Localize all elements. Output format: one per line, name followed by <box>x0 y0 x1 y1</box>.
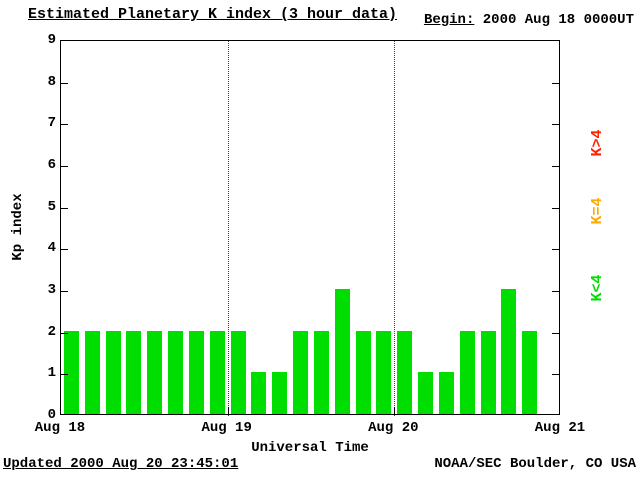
y-tick-label: 0 <box>47 407 56 423</box>
kp-bar <box>126 330 142 414</box>
kp-bar <box>209 330 225 414</box>
y-tick-label: 3 <box>47 282 56 298</box>
kp-bar <box>168 330 184 414</box>
y-tick-label: 2 <box>47 323 56 340</box>
kp-bar <box>147 330 163 414</box>
kp-bar <box>188 330 204 414</box>
y-tick <box>552 207 559 209</box>
chart-title: Estimated Planetary K index (3 hour data… <box>28 6 398 23</box>
x-tick-label: Aug 19 <box>201 420 252 436</box>
x-axis-title: Universal Time <box>251 440 369 456</box>
y-tick-label: 9 <box>47 32 56 48</box>
x-tick-label: Aug 20 <box>368 420 419 436</box>
x-tick <box>227 407 229 414</box>
y-tick <box>61 82 68 84</box>
plot-area <box>60 40 560 416</box>
legend-k-above-4: K>4 <box>589 129 606 157</box>
y-tick <box>61 249 68 251</box>
day-separator-line <box>394 41 396 416</box>
y-tick <box>552 82 559 84</box>
begin-prefix: Begin: <box>423 12 475 28</box>
kp-bar <box>63 330 79 414</box>
y-tick-label: 8 <box>47 73 56 90</box>
x-tick-label: Aug 18 <box>34 420 86 436</box>
y-tick <box>552 332 559 334</box>
updated-timestamp: Updated 2000 Aug 20 23:45:01 <box>3 456 239 472</box>
y-tick-label: 6 <box>47 157 56 173</box>
kp-bar <box>313 330 329 414</box>
day-separator-line <box>227 41 229 416</box>
kp-bar <box>522 330 538 414</box>
begin-value: 2000 Aug 18 0000UT <box>474 12 634 28</box>
y-tick <box>552 291 559 292</box>
kp-bar <box>501 289 517 414</box>
x-tick <box>394 407 396 414</box>
credit: NOAA/SEC Boulder, CO USA <box>434 456 636 472</box>
kp-bar <box>418 372 434 414</box>
y-tick <box>61 374 68 376</box>
y-tick-label: 5 <box>47 198 56 215</box>
y-tick-label: 4 <box>47 240 56 257</box>
kp-bar <box>105 330 121 414</box>
kp-bar <box>397 330 413 414</box>
kp-bar <box>459 330 475 414</box>
kp-bar <box>480 330 496 414</box>
y-tick <box>61 124 68 126</box>
kp-bar <box>84 330 100 414</box>
y-tick <box>552 124 559 126</box>
legend-k-equal-4: K=4 <box>589 197 606 225</box>
legend: K>4 K=4 K<4 <box>575 0 621 480</box>
y-tick-label: 7 <box>47 115 56 132</box>
begin-label: Begin: 2000 Aug 18 0000UT <box>424 12 634 28</box>
kp-bar <box>251 372 267 414</box>
legend-k-below-4: K<4 <box>589 274 606 302</box>
y-tick <box>61 291 68 292</box>
kp-bar <box>355 330 371 414</box>
y-tick <box>61 207 68 209</box>
y-tick <box>552 374 559 376</box>
kp-bar <box>334 289 350 414</box>
y-tick <box>61 332 68 334</box>
y-axis-title: Kp index <box>10 193 26 261</box>
kp-bar <box>376 330 392 414</box>
kp-bar <box>230 330 246 414</box>
x-tick-label: Aug 21 <box>534 420 586 436</box>
kp-bar <box>438 372 454 414</box>
y-tick <box>552 166 559 167</box>
y-tick <box>552 249 559 251</box>
kp-bar <box>272 372 288 414</box>
y-tick-label: 1 <box>47 365 56 382</box>
y-tick <box>61 166 68 167</box>
kp-bar <box>293 330 309 414</box>
